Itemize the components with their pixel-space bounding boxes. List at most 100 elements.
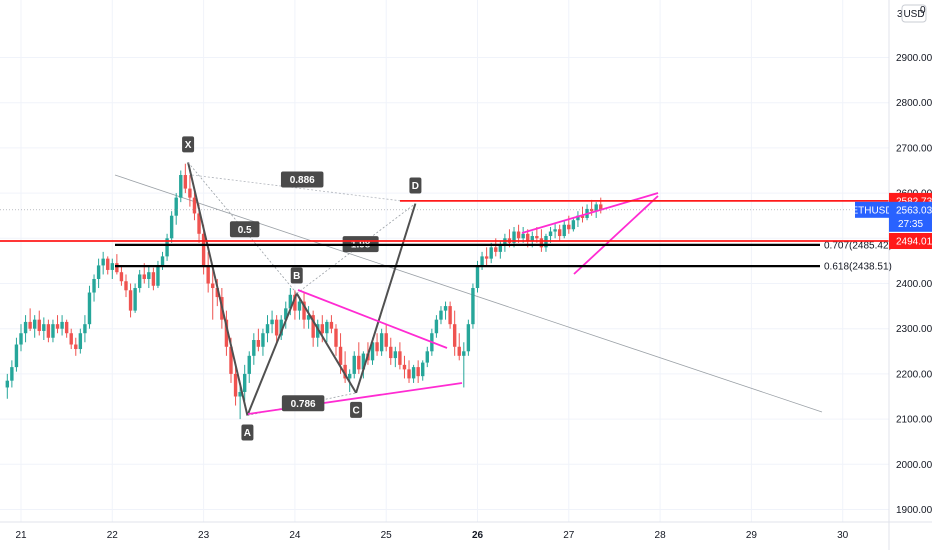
candle-body [128,290,133,311]
candle-body [512,231,516,243]
candle-body [576,215,580,221]
y-tick-label: 2000.00 [896,460,932,471]
candle-body [489,247,493,259]
candle-body [274,319,279,336]
candle-body [10,367,14,381]
falling-trendline[interactable] [114,174,823,413]
candle-body [51,324,55,338]
candle-body [484,256,489,259]
candle-body [284,308,288,320]
x-tick-label: 22 [107,530,119,541]
candle-body [361,353,366,370]
candle-body [375,342,379,352]
candle-body [384,333,388,347]
candle-body [494,247,498,252]
candle-body [370,342,375,361]
candle-body [398,351,402,365]
candle-body [160,256,165,266]
fib-level-label: 0.618(2438.51) [824,262,892,273]
candle-body [242,373,247,392]
currency-badge-suffix: 0 [920,5,926,16]
candle-body [553,229,557,232]
candle-body [457,346,461,356]
candle-body [188,188,192,198]
candle-body [74,344,78,350]
candle-body [297,301,302,311]
pattern-leg-bc[interactable] [295,292,357,394]
candle-body [69,333,73,345]
currency-badge[interactable]: 3 USD 0 [897,4,927,23]
candle-body [37,319,41,331]
pattern-leg-ab[interactable] [246,293,298,416]
candle-body [110,263,114,270]
candle-body [530,236,534,241]
candle-body [521,233,525,239]
candle-body [256,340,261,347]
candle-body [416,367,420,377]
x-tick-label: 29 [746,530,758,541]
candle-body [156,265,160,286]
candle-body [338,346,343,365]
candle-body [539,238,544,248]
candle-body [516,231,521,239]
candle-body [352,355,356,374]
currency-badge-box[interactable] [901,4,927,23]
currency-label: USD [903,9,924,20]
y-tick-label: 2300.00 [896,324,932,335]
candle-body [147,272,151,279]
level-price-label: 2494.01 [896,237,932,248]
candle-body [224,319,229,347]
x-tick-label: 30 [837,530,849,541]
candle-body [443,306,448,311]
candle-body [389,346,393,359]
candle-body [165,238,169,257]
candle-body [115,263,119,273]
ratio-label: 0.786 [291,399,316,410]
pattern-point-box [182,136,195,153]
candle-body [320,324,324,334]
candle-body [535,236,539,239]
candle-body [498,245,503,252]
candle-body [265,324,270,334]
candle-body [55,324,60,329]
y-tick-label: 2100.00 [896,415,932,426]
y-tick-label: 2800.00 [896,98,932,109]
candle-body [288,294,293,309]
currency-badge-prefix: 3 [897,9,903,20]
horizontal-levels[interactable]: 0.707(2485.42) 0.618(2438.51) [0,200,892,273]
ratio-box [229,221,260,238]
candle-body [439,310,443,320]
candle-body [434,319,439,334]
candle-body [5,380,10,388]
drawing-trendlines[interactable] [114,174,823,413]
wedge-upper-line[interactable] [297,289,448,349]
candle-body [32,319,37,329]
y-tick-label: 2200.00 [896,369,932,380]
ratio-label: 0.886 [290,175,315,186]
candle-body [87,292,92,325]
candle-body [261,333,265,347]
pattern-leg-cd[interactable] [355,203,417,394]
xd-dotted-line[interactable] [191,174,403,202]
rising-channel-lower-line[interactable] [573,195,659,275]
pattern-leg-xa[interactable] [187,162,249,416]
candle-body [197,213,201,234]
candle-body [270,319,274,325]
rising-channel-upper-line[interactable] [521,192,659,234]
candle-body [192,197,197,214]
pattern-dotted-bd [296,203,416,294]
candle-body [124,281,128,291]
candle-body [229,346,233,374]
candle-body [411,367,416,379]
candle-body [567,224,571,230]
candle-body [393,351,398,359]
grid [0,0,889,522]
candle-body [23,321,28,334]
pattern-point-label: C [352,405,359,416]
candle-body [462,351,466,356]
level-price-tag [889,233,932,250]
candle-body [64,321,69,334]
